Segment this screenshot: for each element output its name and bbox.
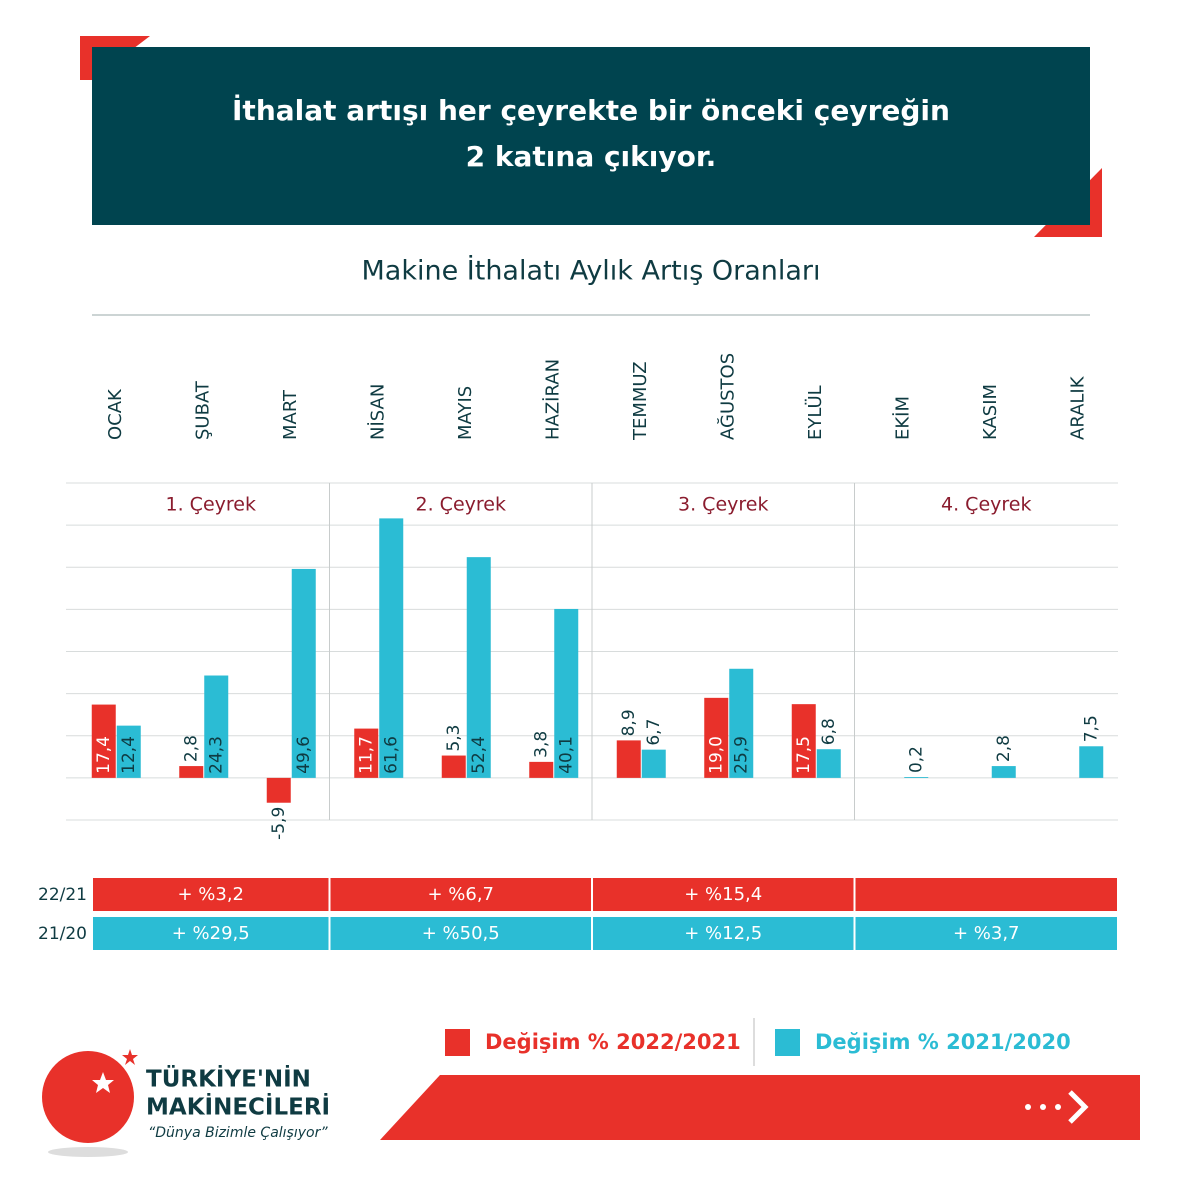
- value-label: 61,6: [381, 736, 401, 774]
- x-tick-label: OCAK: [105, 388, 126, 440]
- logo-shadow: [48, 1147, 128, 1157]
- value-label: 7,5: [1081, 715, 1101, 742]
- banner-dot: [1055, 1104, 1061, 1110]
- logo-star: [92, 1072, 114, 1093]
- value-label: 5,3: [444, 725, 464, 752]
- quarter-label: 3. Çeyrek: [678, 494, 768, 516]
- x-tick-label: AĞUSTOS: [716, 353, 738, 440]
- summary-value: + %3,7: [953, 923, 1020, 944]
- legend-swatch: [775, 1029, 800, 1056]
- value-label: 11,7: [356, 736, 376, 774]
- summary-value: + %15,4: [684, 884, 762, 905]
- value-label: 24,3: [206, 736, 226, 774]
- value-label: 6,7: [644, 719, 664, 746]
- x-tick-label: MART: [280, 389, 301, 440]
- summary-value: + %50,5: [422, 923, 500, 944]
- bar: [204, 675, 229, 778]
- value-label: 19,0: [706, 736, 726, 774]
- summary-value: + %3,2: [177, 884, 244, 905]
- x-tick-label: KASIM: [980, 384, 1001, 440]
- value-label: 17,5: [794, 736, 814, 774]
- header-title: 2 katına çıkıyor.: [466, 140, 717, 173]
- summary-value: + %12,5: [684, 923, 762, 944]
- summary-cell: [593, 917, 854, 950]
- bar: [91, 704, 116, 778]
- bar: [529, 761, 554, 778]
- value-label: 12,4: [119, 736, 139, 774]
- value-label: 2,8: [181, 735, 201, 762]
- summary-cell: [93, 917, 329, 950]
- logo-star: [122, 1049, 138, 1065]
- x-tick-label: TEMMUZ: [630, 361, 651, 441]
- bar: [441, 755, 466, 778]
- value-label: 17,4: [94, 736, 114, 774]
- header-title: İthalat artışı her çeyrekte bir önceki ç…: [232, 93, 950, 127]
- bar: [354, 728, 379, 778]
- x-tick-label: MAYIS: [455, 386, 476, 440]
- value-label: 3,8: [531, 731, 551, 758]
- x-tick-label: HAZİRAN: [542, 359, 563, 440]
- bar: [291, 568, 316, 778]
- summary-cell: [330, 878, 591, 911]
- summary-cell: [93, 878, 329, 911]
- value-label: -5,9: [269, 807, 289, 840]
- value-label: 49,6: [294, 736, 314, 774]
- value-label: 40,1: [556, 736, 576, 774]
- bar: [466, 557, 491, 778]
- summary-value: + %6,7: [427, 884, 494, 905]
- bar: [904, 777, 929, 778]
- x-tick-label: EKİM: [892, 396, 913, 440]
- summary-cell: [593, 878, 854, 911]
- bar: [1079, 746, 1104, 778]
- bar: [554, 608, 579, 778]
- x-tick-label: ŞUBAT: [192, 380, 213, 440]
- x-tick-label: ARALIK: [1067, 375, 1088, 440]
- bar: [641, 749, 666, 778]
- logo-circle: [42, 1051, 134, 1143]
- value-label: 0,2: [906, 746, 926, 773]
- summary-cell: [330, 917, 591, 950]
- legend-swatch: [445, 1029, 470, 1056]
- chart-title: Makine İthalatı Aylık Artış Oranları: [361, 255, 820, 287]
- brand-line: MAKİNECİLERİ: [146, 1093, 330, 1121]
- bar: [266, 777, 291, 803]
- bar: [816, 749, 841, 778]
- banner-dot: [1040, 1104, 1046, 1110]
- header-box: [92, 47, 1090, 225]
- value-label: 52,4: [469, 736, 489, 774]
- quarter-label: 1. Çeyrek: [166, 494, 256, 516]
- bar: [704, 697, 729, 778]
- slogan: “Dünya Bizimle Çalışıyor”: [148, 1125, 328, 1141]
- chart: 1. Çeyrek 2. Çeyrek 3. Çeyrek 4. Çeyrek OCAK…: [38, 353, 1118, 950]
- banner-arrow: [1068, 1090, 1089, 1124]
- banner: [380, 1075, 1140, 1140]
- bar: [729, 668, 754, 778]
- summary-value: + %29,5: [172, 923, 250, 944]
- bar: [616, 740, 641, 778]
- quarter-label: 2. Çeyrek: [416, 494, 506, 516]
- value-label: 6,8: [819, 718, 839, 745]
- quarter-label: 4. Çeyrek: [941, 494, 1031, 516]
- summary-cell: [855, 878, 1117, 911]
- bar: [791, 704, 816, 778]
- brand-line: TÜRKİYE'NİN: [146, 1065, 311, 1093]
- summary-row-label: 21/20: [38, 924, 87, 944]
- x-tick-label: NİSAN: [367, 384, 388, 440]
- summary-row-label: 22/21: [38, 885, 87, 905]
- bar: [179, 766, 204, 778]
- legend-label: Değişim % 2022/2021: [485, 1030, 741, 1054]
- legend-label: Değişim % 2021/2020: [815, 1030, 1071, 1054]
- value-label: 8,9: [619, 709, 639, 736]
- banner-dot: [1025, 1104, 1031, 1110]
- bar: [991, 766, 1016, 778]
- summary-cell: [855, 917, 1117, 950]
- bar: [116, 725, 141, 778]
- value-label: 2,8: [994, 735, 1014, 762]
- bar: [379, 518, 404, 778]
- x-tick-label: EYLÜL: [804, 385, 826, 440]
- value-label: 25,9: [731, 736, 751, 774]
